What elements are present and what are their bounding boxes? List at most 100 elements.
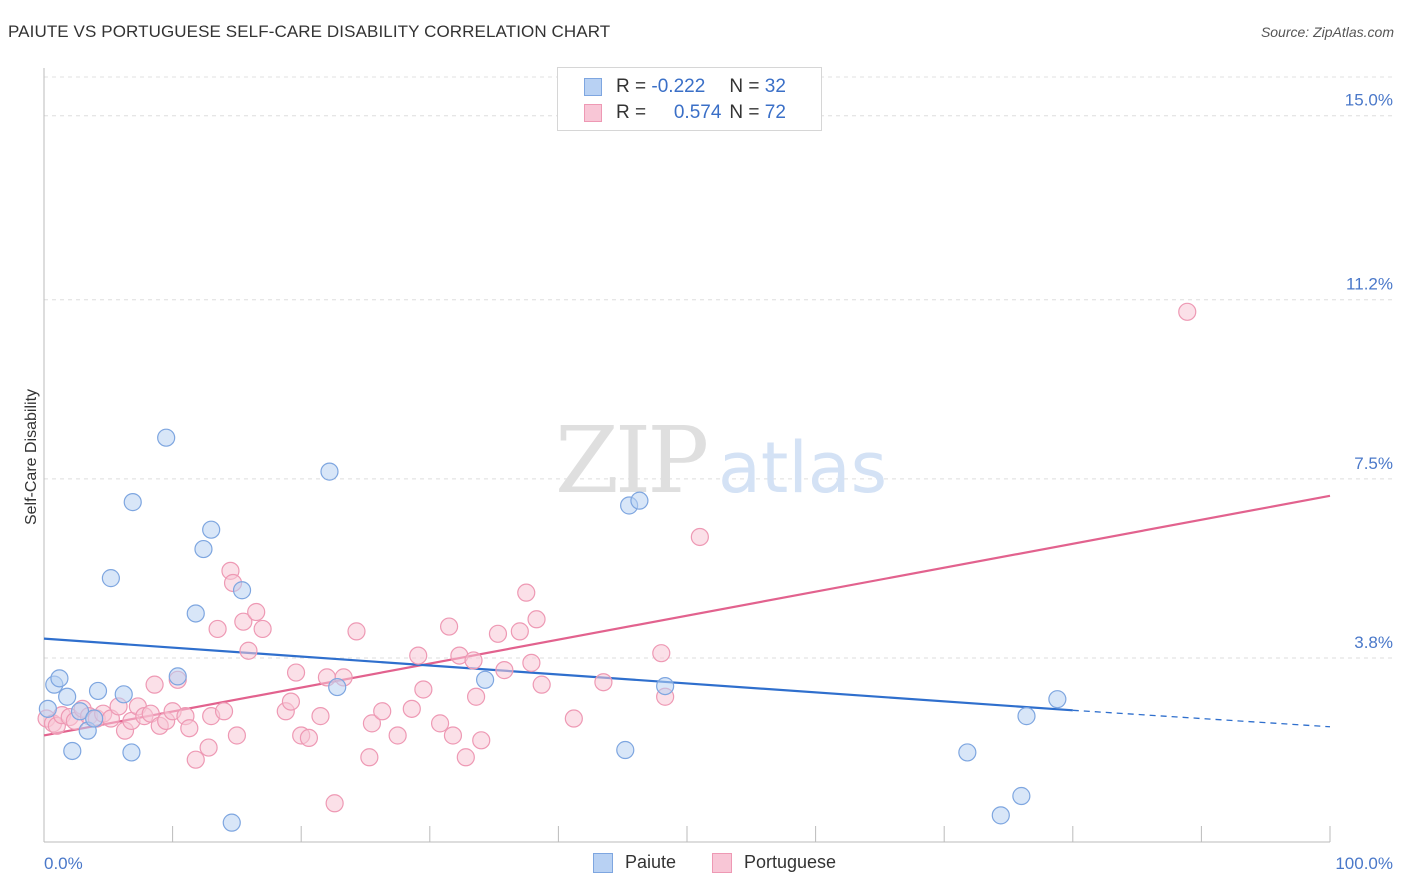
- paiute-r-value: -0.222: [651, 76, 706, 97]
- watermark-atlas: atlas: [718, 427, 887, 509]
- portuguese-point: [532, 675, 551, 694]
- portuguese-point: [430, 714, 450, 733]
- paiute-point: [88, 681, 108, 701]
- portuguese-point: [522, 653, 541, 672]
- portuguese-r-value: 0.574: [673, 102, 722, 123]
- legend-item-paiute[interactable]: Paiute: [593, 852, 676, 873]
- watermark: ZIP atlas: [555, 407, 887, 514]
- portuguese-point: [510, 622, 529, 641]
- paiute-point: [1017, 707, 1036, 726]
- paiute-point: [958, 743, 977, 762]
- paiute-point: [656, 676, 675, 696]
- paiute-point: [85, 709, 104, 728]
- portuguese-point: [286, 663, 306, 682]
- portuguese-point: [594, 673, 613, 692]
- paiute-point: [101, 569, 120, 588]
- portuguese-point: [464, 651, 483, 670]
- y-tick-label: 3.8%: [1354, 633, 1393, 652]
- paiute-point: [157, 428, 176, 447]
- portuguese-point: [360, 748, 379, 767]
- legend-label-paiute: Paiute: [625, 852, 677, 872]
- portuguese-trend-line: [43, 494, 1331, 737]
- paiute-point: [123, 493, 142, 512]
- paiute-point: [320, 462, 339, 481]
- y-tick-label: 15.0%: [1345, 91, 1393, 110]
- portuguese-point: [247, 602, 266, 622]
- portuguese-point: [186, 750, 205, 769]
- stats-legend: R = -0.222 N = 32 R = 0.574 N = 72: [557, 67, 822, 131]
- paiute-point: [475, 670, 495, 689]
- portuguese-point: [208, 619, 227, 639]
- portuguese-point: [443, 726, 463, 745]
- r-label: R =: [616, 102, 647, 123]
- portuguese-point: [439, 617, 459, 636]
- chart-title: PAIUTE VS PORTUGUESE SELF-CARE DISABILIT…: [8, 22, 611, 41]
- portuguese-point: [214, 702, 234, 721]
- series-portuguese-points: [37, 302, 1197, 813]
- paiute-trend-line: [43, 637, 1073, 712]
- portuguese-point: [402, 699, 421, 718]
- paiute-point: [63, 741, 82, 761]
- portuguese-point: [347, 622, 366, 641]
- paiute-point: [328, 677, 347, 697]
- paiute-point: [616, 740, 635, 760]
- paiute-point: [630, 491, 649, 510]
- portuguese-point: [652, 644, 671, 663]
- portuguese-point: [388, 726, 407, 745]
- portuguese-point: [517, 583, 536, 602]
- portuguese-point: [373, 702, 392, 721]
- legend-label-portuguese: Portuguese: [744, 852, 837, 872]
- portuguese-point: [466, 687, 486, 706]
- portuguese-legend-icon: [712, 852, 732, 873]
- y-tick-label: 7.5%: [1354, 454, 1393, 473]
- paiute-point: [1048, 690, 1067, 709]
- portuguese-point: [456, 748, 475, 767]
- trend-lines: [43, 494, 1331, 737]
- paiute-point: [202, 520, 221, 539]
- r-label: R =: [616, 76, 647, 97]
- portuguese-point: [180, 719, 199, 738]
- portuguese-point: [141, 704, 160, 723]
- portuguese-point: [227, 726, 246, 745]
- legend-row-portuguese: R = 0.574 N = 72: [584, 101, 786, 125]
- portuguese-point: [325, 794, 344, 813]
- paiute-n-value: 32: [764, 76, 786, 97]
- portuguese-point: [311, 707, 330, 726]
- portuguese-point: [414, 680, 433, 699]
- n-label: N =: [729, 76, 760, 97]
- portuguese-point: [281, 692, 301, 711]
- portuguese-n-value: 72: [764, 102, 786, 123]
- paiute-point: [50, 669, 69, 688]
- portuguese-point: [239, 641, 258, 660]
- paiute-point: [38, 699, 57, 718]
- paiute-swatch-icon: [584, 78, 602, 96]
- portuguese-point: [253, 619, 272, 639]
- paiute-point: [991, 806, 1010, 825]
- portuguese-point: [488, 624, 508, 643]
- n-label: N =: [729, 102, 760, 123]
- paiute-point: [122, 743, 141, 762]
- portuguese-point: [409, 646, 428, 665]
- portuguese-point: [690, 527, 709, 547]
- paiute-point: [232, 581, 252, 600]
- paiute-point: [168, 667, 187, 686]
- portuguese-point: [299, 728, 319, 748]
- x-tick-label: 0.0%: [44, 854, 83, 873]
- portuguese-swatch-icon: [584, 104, 602, 122]
- paiute-point: [1012, 786, 1031, 806]
- source-label: Source: ZipAtlas.com: [1260, 24, 1394, 40]
- series-paiute-points: [38, 428, 1067, 832]
- paiute-trend-extension: [1072, 709, 1331, 728]
- grid-lines: [44, 76, 1393, 659]
- portuguese-point: [199, 738, 218, 757]
- y-tick-label: 11.2%: [1346, 275, 1393, 294]
- portuguese-point: [564, 709, 583, 728]
- series-legend: Paiute Portuguese: [0, 852, 1406, 878]
- portuguese-point: [495, 661, 514, 680]
- y-axis-label: Self-Care Disability: [23, 389, 40, 525]
- portuguese-point: [472, 731, 491, 750]
- portuguese-point: [1178, 302, 1197, 321]
- legend-row-paiute: R = -0.222 N = 32: [584, 75, 786, 99]
- legend-item-portuguese[interactable]: Portuguese: [712, 852, 836, 873]
